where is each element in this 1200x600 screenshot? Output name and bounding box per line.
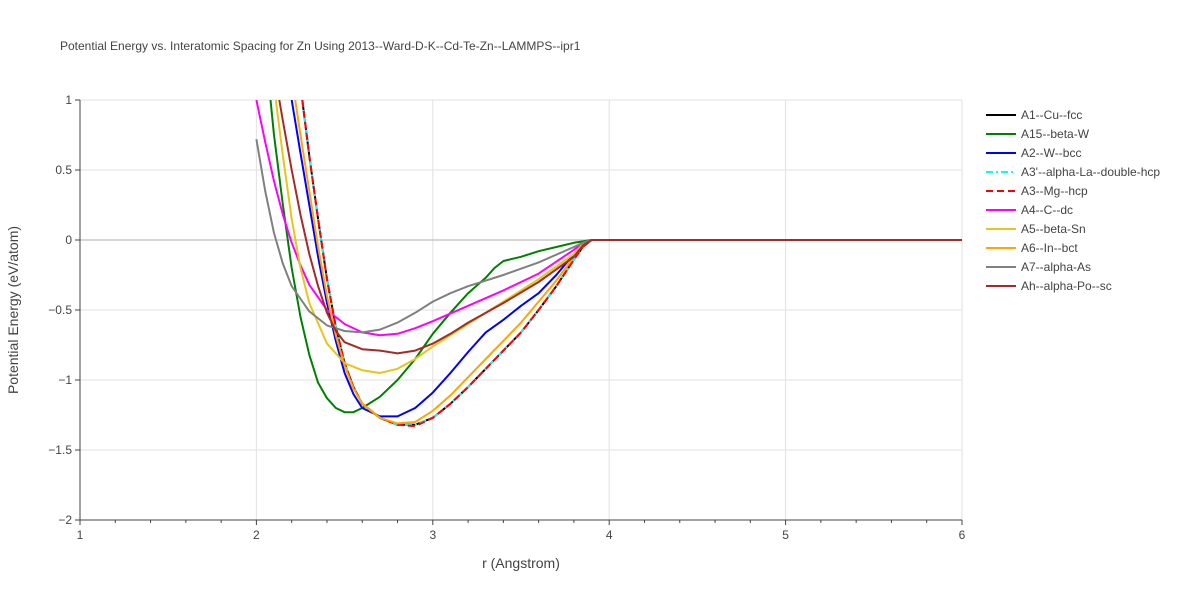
legend-item[interactable]: A3--Mg--hcp	[986, 184, 1088, 198]
y-axis-label: Potential Energy (eV/atom)	[5, 226, 21, 394]
legend-label: A1--Cu--fcc	[1021, 108, 1082, 122]
legend[interactable]: A1--Cu--fcc A15--beta-W A2--W--bcc A3'--alp…	[986, 108, 1160, 293]
x-tick-label: 5	[782, 528, 789, 542]
y-axis-ticks: 1 0.5 0 −0.5 −1 −1.5 −2	[48, 93, 80, 527]
y-tick-label: 1	[65, 93, 72, 107]
chart-title: Potential Energy vs. Interatomic Spacing…	[60, 39, 581, 53]
legend-item[interactable]: A7--alpha-As	[986, 260, 1091, 274]
legend-item[interactable]: A3'--alpha-La--double-hcp	[986, 165, 1160, 179]
x-tick-label: 2	[253, 528, 260, 542]
x-axis-ticks: 1 2 3 4 5 6	[77, 520, 966, 542]
grid-lines	[80, 99, 963, 520]
legend-label: A7--alpha-As	[1021, 260, 1091, 274]
x-axis-label: r (Angstrom)	[482, 555, 560, 571]
x-tick-label: 1	[77, 528, 84, 542]
legend-label: A6--In--bct	[1021, 241, 1078, 255]
x-tick-label: 4	[606, 528, 613, 542]
legend-label: A5--beta-Sn	[1021, 222, 1086, 236]
series-line	[255, 139, 962, 334]
series-lines	[255, 100, 962, 428]
y-tick-label: −2	[58, 513, 72, 527]
y-tick-label: 0	[65, 233, 72, 247]
legend-item[interactable]: A1--Cu--fcc	[986, 108, 1082, 122]
legend-label: A2--W--bcc	[1021, 146, 1081, 160]
legend-item[interactable]: A4--C--dc	[986, 203, 1073, 217]
y-tick-label: −0.5	[48, 303, 72, 317]
y-tick-label: −1	[58, 373, 72, 387]
legend-label: A4--C--dc	[1021, 203, 1073, 217]
y-tick-label: −1.5	[48, 443, 72, 457]
legend-item[interactable]: A15--beta-W	[986, 127, 1090, 141]
legend-item[interactable]: A5--beta-Sn	[986, 222, 1086, 236]
legend-item[interactable]: Ah--alpha-Po--sc	[986, 279, 1112, 293]
legend-label: A3--Mg--hcp	[1021, 184, 1088, 198]
legend-label: A3'--alpha-La--double-hcp	[1021, 165, 1160, 179]
legend-item[interactable]: A2--W--bcc	[986, 146, 1081, 160]
legend-label: A15--beta-W	[1021, 127, 1090, 141]
legend-item[interactable]: A6--In--bct	[986, 241, 1078, 255]
x-tick-label: 3	[429, 528, 436, 542]
series-line	[278, 100, 962, 355]
x-tick-label: 6	[959, 528, 966, 542]
y-tick-label: 0.5	[55, 163, 72, 177]
legend-label: Ah--alpha-Po--sc	[1021, 279, 1112, 293]
